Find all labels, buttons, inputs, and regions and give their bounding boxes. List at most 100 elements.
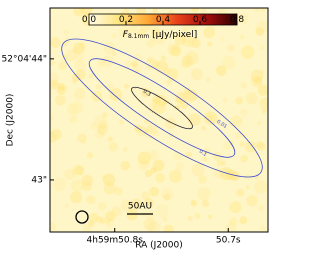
colorbar-tick-label: 0.8 [230,15,245,25]
noise-blob [64,202,70,208]
noise-blob [107,136,113,142]
noise-blob [190,8,200,14]
noise-blob [154,131,160,137]
noise-blob [52,177,67,192]
noise-blob [255,20,268,33]
chart: 0.01 0.1 0.3 Dec (J2000) RA (J2000) F8.1mm… [2,7,269,251]
colorbar-tick-label: 0.4 [156,15,171,25]
noise-blob [222,55,236,70]
noise-blob [250,69,264,83]
source-emission [133,88,191,128]
noise-blob [137,159,150,171]
noise-blob [141,191,150,201]
noise-blob [104,211,116,222]
noise-blob [207,214,213,219]
noise-blob [88,212,99,223]
colorbar-unit: [μJy/pixel] [152,30,197,40]
noise-blob [246,194,258,207]
noise-blob [161,55,167,61]
y-tick-label: 52°04'44" [2,54,47,64]
noise-blob [136,28,147,39]
noise-blob [190,68,203,81]
noise-blob [253,8,261,12]
colorbar-tick-label: 0.0 [82,15,97,25]
noise-blob [163,193,171,201]
noise-blob [183,87,191,95]
noise-blob [234,132,242,140]
contour [88,58,236,158]
noise-blob [203,26,216,39]
noise-blob [245,174,251,180]
noise-blob [81,174,94,187]
noise-blob [194,213,201,220]
noise-blob [190,199,198,206]
noise-blob [241,45,255,59]
noise-blob [152,159,165,172]
noise-blob [120,160,131,171]
noise-blob [131,63,142,74]
noise-blob [191,163,205,177]
noise-blob [245,185,250,190]
noise-blob [84,13,90,19]
noise-blob [221,160,227,166]
noise-blob [255,140,264,149]
noise-blob [201,199,210,208]
noise-blob [227,44,235,52]
noise-blob [174,34,186,46]
noise-blob [255,27,265,36]
noise-blob [125,60,132,68]
noise-blob [134,54,143,62]
noise-blob [236,188,245,197]
colorbar-subscript: 8.1mm [128,33,149,40]
noise-blob [200,8,207,14]
noise-blob [207,41,213,47]
image-background [50,8,268,232]
noise-blob [70,179,84,193]
contour [131,86,193,130]
beam [75,210,89,224]
noise-blob [128,23,138,33]
noise-blob [256,121,262,126]
x-tick-label: 50.7s [216,236,241,246]
noise-blob [57,61,67,71]
noise-blob [69,191,83,204]
noise-blob [259,45,266,51]
noise-blob [56,86,66,95]
noise-blob [240,154,248,163]
noise-blob [71,73,81,82]
noise-blob [71,164,84,178]
noise-blob [239,216,248,225]
noise-blob [152,8,158,13]
noise-blob [74,60,86,72]
noise-blob [201,125,207,131]
noise-blob [240,81,247,89]
noise-blob [229,217,238,226]
noise-blob [239,141,245,147]
noise-blob [185,151,192,158]
noise-blob [108,142,118,152]
noise-blob [191,38,202,49]
noise-blob [260,8,266,12]
noise-blob [78,42,86,49]
noise-blob [182,27,188,33]
noise-blob [74,165,85,176]
noise-blob [257,84,268,96]
noise-blob [119,119,124,125]
noise-blob [242,132,248,138]
noise-blob [149,150,159,160]
noise-blob [254,76,263,85]
noise-blob [82,224,92,232]
noise-blob [90,122,98,130]
noise-blob [72,42,85,55]
noise-blob [101,174,107,180]
noise-blob [205,77,211,82]
noise-blob [166,68,179,81]
noise-blob [174,161,185,172]
noise-blob [253,180,268,194]
noise-blob [203,111,218,125]
noise-blob [217,160,224,167]
noise-blob [51,81,57,87]
noise-blob [222,97,228,103]
noise-blob [146,56,154,63]
noise-blob [143,197,153,206]
